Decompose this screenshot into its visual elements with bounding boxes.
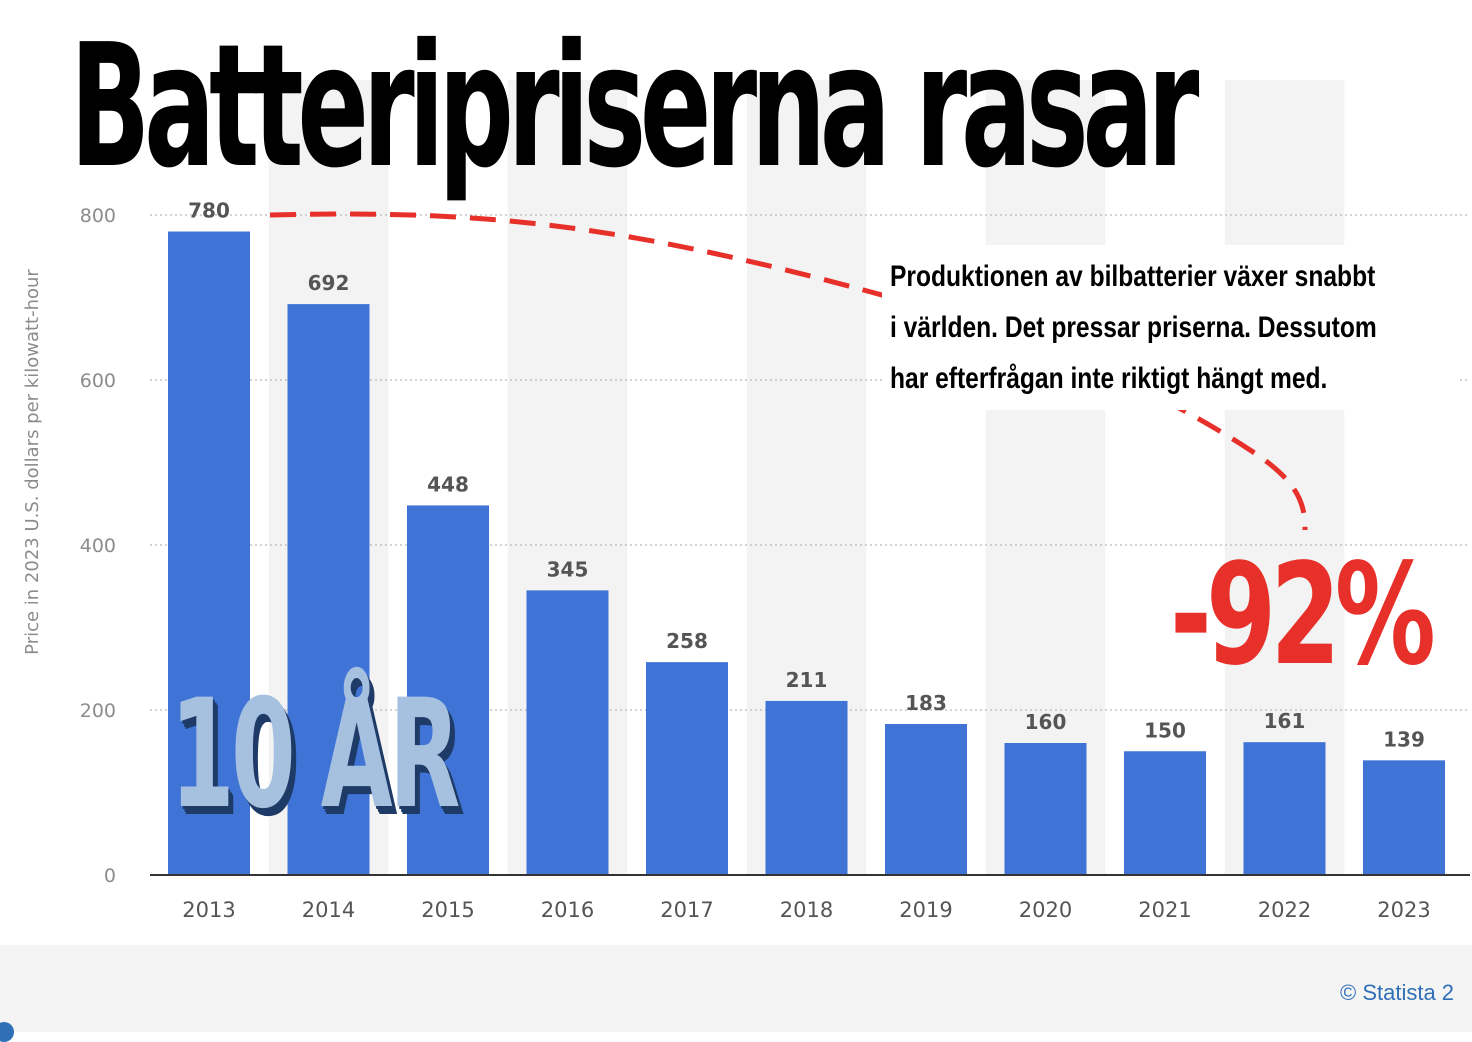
bar [646, 662, 728, 875]
percent-drop-badge: -92% [1170, 534, 1436, 697]
background-stripe [985, 80, 1106, 875]
bar-value-label: 258 [666, 629, 708, 653]
x-tick-label: 2015 [421, 898, 474, 922]
bar [1243, 742, 1326, 875]
bar-value-label: 780 [188, 199, 230, 223]
bar [168, 231, 250, 875]
x-tick-label: 2017 [660, 898, 713, 922]
callout-line-3: har efterfrågan inte riktigt hängt med. [890, 362, 1328, 395]
bar [526, 590, 609, 875]
x-tick-label: 2018 [780, 898, 833, 922]
bar-value-label: 211 [786, 668, 828, 692]
bar [287, 304, 370, 876]
x-tick-label: 2021 [1138, 898, 1191, 922]
bar-value-label: 448 [427, 472, 469, 496]
bar [885, 724, 967, 875]
x-tick-label: 2014 [302, 898, 355, 922]
bar [1124, 751, 1206, 875]
x-tick-label: 2020 [1019, 898, 1072, 922]
y-tick-label: 400 [80, 535, 116, 557]
y-axis-title: Price in 2023 U.S. dollars per kilowatt-… [22, 269, 43, 655]
x-tick-label: 2022 [1258, 898, 1311, 922]
y-tick-label: 200 [80, 700, 116, 722]
footer-background [0, 945, 1472, 1032]
bar [765, 700, 848, 875]
bar [1004, 743, 1087, 875]
x-tick-label: 2013 [182, 898, 235, 922]
callout-line-1: Produktionen av bilbatterier växer snabb… [890, 260, 1376, 293]
callout-text-box: Produktionen av bilbatterier växer snabb… [882, 245, 1458, 410]
headline-title: Batteripriserna rasar [70, 8, 1199, 206]
callout-line-2: i världen. Det pressar priserna. Dessuto… [890, 311, 1377, 344]
bar-value-label: 345 [547, 557, 589, 581]
bar [1363, 760, 1445, 875]
y-tick-label: 600 [80, 370, 116, 392]
bar-value-label: 139 [1383, 727, 1425, 751]
bar-value-label: 183 [905, 691, 947, 715]
ten-years-badge: 10 ÅR [170, 668, 461, 842]
x-tick-label: 2019 [899, 898, 952, 922]
bar-value-label: 150 [1144, 718, 1186, 742]
info-icon[interactable] [0, 1022, 14, 1042]
bar-value-label: 692 [308, 271, 350, 295]
source-credit-link[interactable]: © Statista 2 [1340, 980, 1455, 1005]
x-tick-label: 2016 [541, 898, 594, 922]
y-tick-label: 0 [104, 865, 116, 887]
bar [407, 505, 489, 875]
y-tick-label: 800 [80, 205, 116, 227]
bar-value-label: 160 [1025, 710, 1067, 734]
bar-value-label: 161 [1264, 709, 1306, 733]
x-tick-label: 2023 [1377, 898, 1430, 922]
